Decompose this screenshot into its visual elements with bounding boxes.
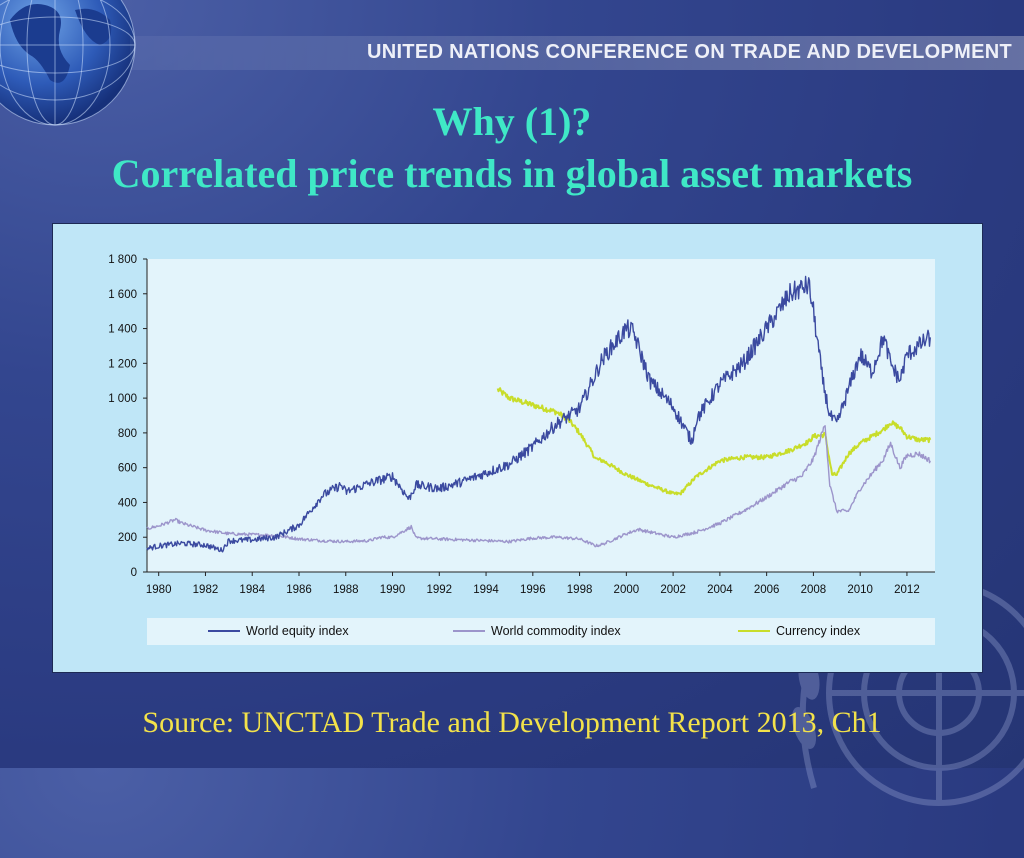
x-tick-label: 2010	[847, 584, 873, 596]
x-tick-label: 1996	[520, 584, 546, 596]
chart-panel: 0 200 400 600 800 1 000 1 200 1 400 1 600 1 800 1…	[52, 223, 983, 673]
plot-area	[147, 259, 935, 572]
legend-label-commodity: World commodity index	[491, 624, 621, 638]
x-tick-label: 2012	[894, 584, 920, 596]
series-line-currency	[496, 387, 932, 496]
x-tick-label: 2004	[707, 584, 733, 596]
source-note: Source: UNCTAD Trade and Development Rep…	[142, 706, 882, 739]
title-line-2: Correlated price trends in global asset …	[111, 151, 913, 196]
legend: World equity index World commodity index C…	[208, 624, 861, 638]
x-tick-label: 1984	[239, 584, 265, 596]
series-line-equity	[146, 275, 931, 553]
x-axis: 1980 1982 1984 1986 1988 1990 1992 1994 1996 1998…	[146, 571, 935, 596]
y-tick-label: 800	[118, 428, 137, 440]
y-tick-label: 1 400	[108, 324, 137, 336]
y-tick-label: 1 800	[108, 254, 137, 266]
x-tick-label: 1992	[426, 584, 452, 596]
globe-logo	[0, 0, 136, 126]
series-group	[146, 275, 932, 553]
y-tick-label: 600	[118, 463, 137, 475]
y-tick-label: 1 600	[108, 289, 137, 301]
x-tick-label: 1988	[333, 584, 359, 596]
x-tick-label: 2000	[614, 584, 640, 596]
x-tick-label: 2008	[801, 584, 827, 596]
legend-label-equity: World equity index	[246, 624, 349, 638]
org-banner-text: UNITED NATIONS CONFERENCE ON TRADE AND D…	[366, 41, 1012, 63]
x-tick-label: 1986	[286, 584, 312, 596]
x-tick-label: 1994	[473, 584, 499, 596]
y-axis: 0 200 400 600 800 1 000 1 200 1 400 1 600 1 800	[108, 254, 148, 579]
slide-title: Why (1)? Correlated price trends in glob…	[0, 96, 1024, 200]
x-tick-label: 1990	[380, 584, 406, 596]
x-tick-label: 1982	[193, 584, 219, 596]
org-banner: UNITED NATIONS CONFERENCE ON TRADE AND D…	[130, 36, 1024, 70]
y-tick-label: 200	[118, 532, 137, 544]
x-tick-label: 1998	[567, 584, 593, 596]
legend-box	[147, 618, 935, 645]
x-tick-label: 1980	[146, 584, 172, 596]
y-tick-label: 1 000	[108, 393, 137, 405]
legend-label-currency: Currency index	[776, 624, 861, 638]
x-tick-label: 2006	[754, 584, 780, 596]
line-chart: 0 200 400 600 800 1 000 1 200 1 400 1 600 1 800 1…	[108, 254, 935, 645]
x-tick-label: 2002	[660, 584, 686, 596]
y-tick-label: 0	[131, 567, 137, 579]
y-tick-label: 1 200	[108, 358, 137, 370]
y-tick-label: 400	[118, 497, 137, 509]
title-line-1: Why (1)?	[432, 99, 592, 144]
